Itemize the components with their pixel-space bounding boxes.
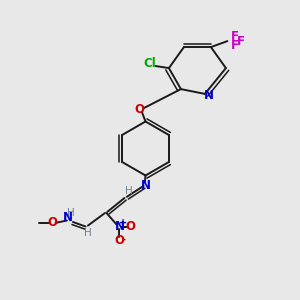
Text: F: F [231,30,239,43]
Text: O: O [125,220,136,233]
Text: O: O [114,233,124,247]
Text: -: - [122,235,126,245]
Text: H: H [84,228,92,238]
Text: F: F [237,34,245,48]
Text: H: H [125,185,133,196]
Text: N: N [63,211,73,224]
Text: N: N [203,89,214,102]
Text: F: F [231,39,239,52]
Text: N: N [140,179,151,192]
Text: +: + [118,218,127,229]
Text: H: H [67,208,74,218]
Text: O: O [47,216,58,230]
Text: Cl: Cl [143,57,156,70]
Text: N: N [114,220,124,233]
Text: O: O [134,103,144,116]
